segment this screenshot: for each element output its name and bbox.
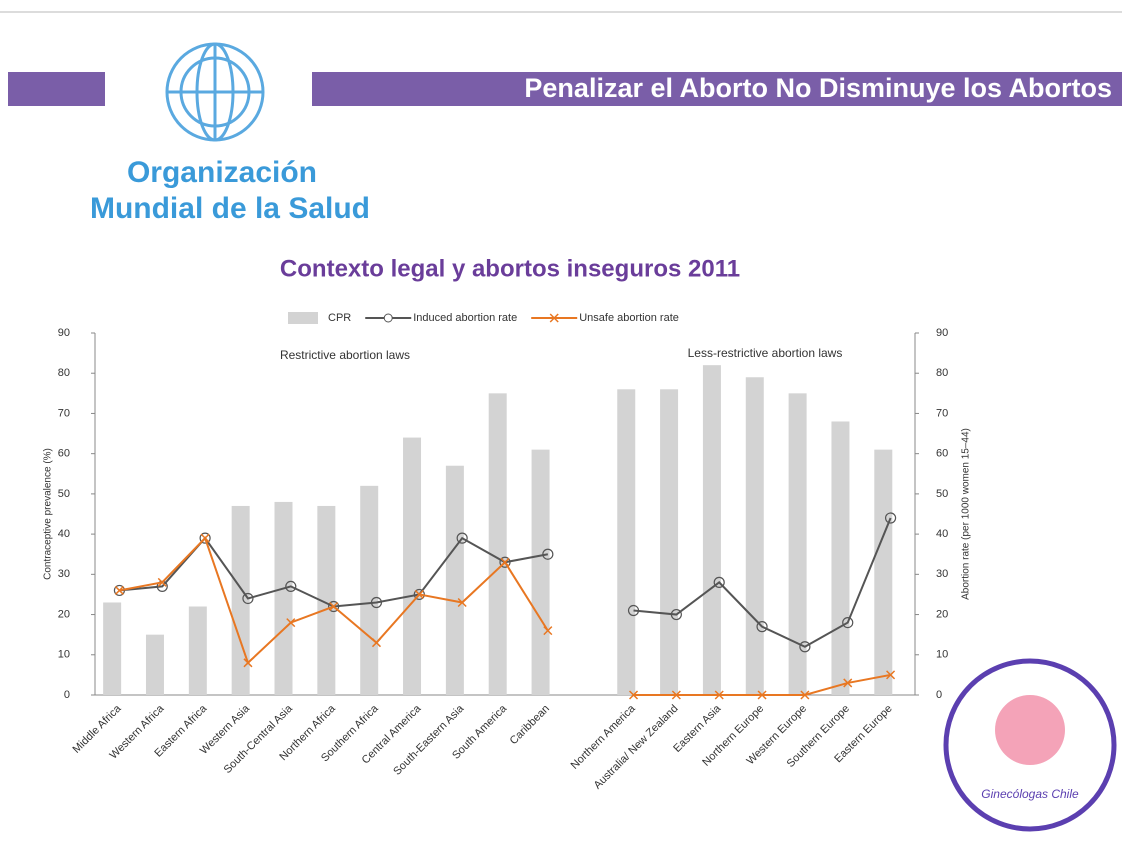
bar xyxy=(103,602,121,695)
y-tick-label: 30 xyxy=(58,568,70,580)
y-tick-label: 20 xyxy=(58,608,70,620)
legend-label: Unsafe abortion rate xyxy=(579,312,679,324)
legend-marker xyxy=(384,314,392,322)
bar xyxy=(660,389,678,695)
badge: Ginecólogas Chile xyxy=(946,661,1114,829)
y-tick-label: 40 xyxy=(58,528,70,540)
y2-tick-label: 40 xyxy=(936,528,948,540)
bar xyxy=(146,635,164,695)
y2-tick-label: 0 xyxy=(936,689,942,701)
y2-tick-label: 80 xyxy=(936,367,948,379)
bar xyxy=(489,393,507,695)
bar xyxy=(703,365,721,695)
bar xyxy=(746,377,764,695)
y-tick-label: 60 xyxy=(58,448,70,460)
y-tick-label: 50 xyxy=(58,488,70,500)
bar xyxy=(360,486,378,695)
x-tick-label: Australia/ New Zealand xyxy=(592,703,681,792)
y2-tick-label: 70 xyxy=(936,407,948,419)
y2-axis-label: Abortion rate (per 1000 women 15–44) xyxy=(961,428,972,600)
y2-tick-label: 10 xyxy=(936,649,948,661)
bar xyxy=(789,393,807,695)
y2-tick-label: 50 xyxy=(936,488,948,500)
org-name: Mundial de la Salud xyxy=(90,192,370,225)
y-tick-label: 10 xyxy=(58,649,70,661)
x-tick-label: Caribbean xyxy=(508,703,552,747)
y2-tick-label: 20 xyxy=(936,608,948,620)
y2-tick-label: 60 xyxy=(936,448,948,460)
annotation: Restrictive abortion laws xyxy=(280,348,410,362)
bar xyxy=(831,421,849,695)
x-tick-label: South-Eastern Asia xyxy=(391,702,467,778)
legend-swatch xyxy=(288,312,318,324)
bar xyxy=(189,607,207,695)
y-axis-label: Contraceptive prevalence (%) xyxy=(43,448,54,580)
legend-label: CPR xyxy=(328,312,351,324)
annotation: Less-restrictive abortion laws xyxy=(688,346,843,360)
bar xyxy=(874,450,892,695)
bar xyxy=(617,389,635,695)
y-tick-label: 80 xyxy=(58,367,70,379)
y2-tick-label: 30 xyxy=(936,568,948,580)
page: {"slide": {"title": "Penalizar el Aborto… xyxy=(0,0,1122,839)
bar xyxy=(532,450,550,695)
header-band xyxy=(8,72,105,106)
y-tick-label: 90 xyxy=(58,327,70,339)
slide: Penalizar el Aborto No Disminuye los Abo… xyxy=(0,0,1122,839)
bar xyxy=(275,502,293,695)
bar xyxy=(446,466,464,695)
org-name: Organización xyxy=(127,156,317,189)
bar xyxy=(232,506,250,695)
badge-text: Ginecólogas Chile xyxy=(981,787,1079,801)
y2-tick-label: 90 xyxy=(936,327,948,339)
who-emblem xyxy=(167,44,263,140)
slide-title: Penalizar el Aborto No Disminuye los Abo… xyxy=(524,73,1112,103)
legend-label: Induced abortion rate xyxy=(413,312,517,324)
chart-title: Contexto legal y abortos inseguros 2011 xyxy=(280,255,740,282)
bar xyxy=(403,438,421,695)
y-tick-label: 0 xyxy=(64,689,70,701)
y-tick-label: 70 xyxy=(58,407,70,419)
